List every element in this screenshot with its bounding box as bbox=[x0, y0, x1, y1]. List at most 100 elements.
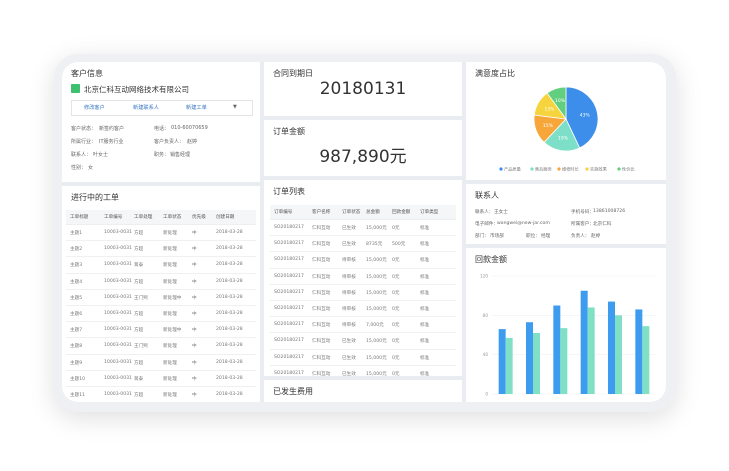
bar[interactable] bbox=[642, 326, 650, 394]
table-row[interactable]: 主题4 10003-0031 方超 新处理 中 2018-03-28 bbox=[66, 274, 256, 290]
table-row[interactable]: SO20180217 仁科互动 待审核 15,000元 0元 标准 bbox=[270, 269, 456, 285]
expenses-panel: 已发生费用 bbox=[264, 380, 462, 402]
customer-panel: 客户信息 北京仁科互动网络技术有限公司 修改客户 新建联系人 新建工单 ▼ 客户… bbox=[62, 62, 260, 182]
column-header: 订单编号 bbox=[274, 210, 293, 215]
table-cell: 标准 bbox=[420, 258, 430, 264]
table-cell: 标准 bbox=[420, 339, 430, 345]
company-name: 北京仁科互动网络技术有限公司 bbox=[84, 85, 189, 94]
table-cell: 10003-0031 bbox=[104, 359, 132, 365]
company-icon bbox=[71, 84, 80, 93]
column-header: 创建日期 bbox=[216, 215, 235, 220]
table-cell: 10003-0031 bbox=[104, 278, 132, 284]
table-cell: 标准 bbox=[420, 242, 430, 248]
table-cell: 标准 bbox=[420, 306, 430, 312]
table-row[interactable]: 主题6 10003-0031 方超 新处理 中 2018-03-28 bbox=[66, 306, 256, 323]
table-row[interactable]: SO20180217 仁科互动 待审核 15,000元 0元 标准 bbox=[270, 285, 456, 301]
table-row[interactable]: SO20180217 仁科互动 待审核 7,000元 0元 标准 bbox=[270, 317, 456, 334]
table-row[interactable]: 主题7 10003-0031 方超 新处理中 中 2018-03-28 bbox=[66, 322, 256, 339]
table-row[interactable]: SO20180217 仁科互动 待审核 15,000元 0元 标准 bbox=[270, 301, 456, 318]
bar[interactable] bbox=[560, 328, 568, 394]
table-cell: 0元 bbox=[392, 274, 400, 280]
customer-field-value: 010-60070659 bbox=[171, 125, 208, 131]
table-cell: 主题3 bbox=[70, 263, 83, 269]
table-cell: 王门熙 bbox=[134, 344, 148, 350]
new-workorder-button[interactable]: 新建工单 bbox=[186, 105, 207, 111]
payment-bar-chart: 0 40 80 120 bbox=[480, 274, 656, 397]
table-cell: 方超 bbox=[134, 247, 144, 253]
contract-date-value: 20180131 bbox=[319, 79, 407, 99]
payment-title: 回款金额 bbox=[475, 255, 507, 264]
column-header: 订单类型 bbox=[420, 210, 439, 215]
table-cell: 主题6 bbox=[70, 311, 83, 317]
table-row[interactable]: SO20180217 仁科互动 待审核 15,000元 0元 标准 bbox=[270, 252, 456, 269]
more-dropdown-icon[interactable]: ▼ bbox=[233, 104, 237, 110]
table-row[interactable]: 主题5 10003-0031 王门熙 新处理中 中 2018-03-28 bbox=[66, 290, 256, 306]
bar[interactable] bbox=[526, 322, 533, 394]
workorders-header-row: 工单标题 工单编号 工单处理 工单状态 优先级 创建日期 bbox=[66, 210, 256, 225]
bar[interactable] bbox=[635, 309, 643, 394]
bar[interactable] bbox=[553, 305, 561, 395]
customer-field-label: 电话： bbox=[154, 126, 170, 132]
table-row[interactable]: SO20180217 仁科互动 已生效 15,000元 0元 标准 bbox=[270, 220, 456, 237]
table-row[interactable]: 主题10 10003-0031 蒋泰 新处理 中 2018-03-28 bbox=[66, 371, 256, 387]
table-cell: 仁科互动 bbox=[312, 339, 331, 345]
table-row[interactable]: 主题11 10003-0031 方超 新处理 中 2018-03-28 bbox=[66, 387, 256, 402]
table-row[interactable]: 主题1 10003-0031 方超 新处理 中 2018-03-28 bbox=[66, 225, 256, 242]
table-row[interactable]: SO20180217 仁科互动 已生效 15,000元 0元 标准 bbox=[270, 350, 456, 366]
bar[interactable] bbox=[505, 337, 513, 394]
table-cell: 新处理 bbox=[163, 311, 177, 317]
pie-slice[interactable] bbox=[565, 86, 599, 149]
bar[interactable] bbox=[608, 301, 615, 394]
table-row[interactable]: 主题8 10003-0031 王门熙 新处理 中 2018-03-28 bbox=[66, 338, 256, 355]
table-cell: 新处理 bbox=[163, 376, 177, 382]
table-cell: 500元 bbox=[392, 242, 406, 248]
table-row[interactable]: 主题2 10003-0031 方超 新处理 中 2018-03-28 bbox=[66, 241, 256, 258]
table-cell: 0元 bbox=[392, 339, 400, 345]
bar[interactable] bbox=[587, 307, 595, 394]
table-cell: 中 bbox=[192, 328, 197, 334]
table-row[interactable]: SO20180217 仁科互动 已生效 15,000元 0元 标准 bbox=[270, 366, 456, 376]
table-row[interactable]: SO20180217 仁科互动 已生效 8735元 500元 标准 bbox=[270, 236, 456, 253]
pie-slice-label: 43% bbox=[580, 112, 591, 118]
bar[interactable] bbox=[615, 315, 622, 394]
column-header: 优先级 bbox=[192, 215, 206, 220]
table-cell: 中 bbox=[192, 344, 197, 350]
table-cell: 0元 bbox=[392, 371, 400, 376]
column-header: 客户名称 bbox=[312, 210, 331, 215]
table-cell: 主题5 bbox=[70, 295, 83, 301]
bar[interactable] bbox=[580, 290, 588, 394]
edit-customer-button[interactable]: 修改客户 bbox=[84, 105, 105, 111]
y-tick-label: 40 bbox=[483, 352, 489, 357]
table-cell: 标准 bbox=[420, 290, 430, 296]
pie-slice-label: 13% bbox=[544, 107, 555, 113]
pie-slice[interactable] bbox=[543, 118, 581, 152]
orders-title: 订单列表 bbox=[273, 187, 305, 196]
table-row[interactable]: SO20180217 仁科互动 已生效 15,000元 0元 标准 bbox=[270, 333, 456, 350]
new-contact-button[interactable]: 新建联系人 bbox=[133, 105, 159, 111]
table-row[interactable]: 主题9 10003-0031 方超 新处理 中 2018-03-28 bbox=[66, 355, 256, 371]
contact-field-value: 经理 bbox=[541, 234, 551, 239]
customer-field-value: 赵婷 bbox=[187, 139, 198, 145]
customer-panel-title: 客户信息 bbox=[71, 69, 103, 78]
table-row[interactable]: 主题3 10003-0031 蒋泰 新处理 中 2018-03-28 bbox=[66, 257, 256, 274]
table-cell: 已生效 bbox=[342, 371, 356, 376]
pie-slice[interactable] bbox=[546, 86, 567, 121]
table-cell: SO20180217 bbox=[274, 338, 304, 344]
table-cell: 待审核 bbox=[342, 323, 356, 329]
contact-field-value: wangwei@new-jar.com bbox=[497, 221, 550, 226]
contact-field-label: 电子邮件： bbox=[475, 222, 498, 227]
bar[interactable] bbox=[498, 329, 506, 394]
table-cell: 方超 bbox=[134, 311, 144, 317]
table-cell: 15,000元 bbox=[366, 290, 387, 296]
table-cell: 中 bbox=[192, 263, 197, 269]
customer-field-label: 职务： bbox=[154, 152, 170, 158]
legend-label: 实施效果 bbox=[590, 166, 608, 173]
table-cell: 0元 bbox=[392, 306, 400, 312]
table-cell: 标准 bbox=[420, 355, 430, 361]
bar[interactable] bbox=[533, 333, 540, 394]
customer-field-label: 客户负责人： bbox=[154, 139, 185, 145]
table-cell: 待审核 bbox=[342, 274, 356, 280]
table-cell: 标准 bbox=[420, 274, 430, 280]
customer-field-value: 女 bbox=[88, 165, 94, 171]
customer-field-value: 叶女士 bbox=[93, 152, 109, 158]
